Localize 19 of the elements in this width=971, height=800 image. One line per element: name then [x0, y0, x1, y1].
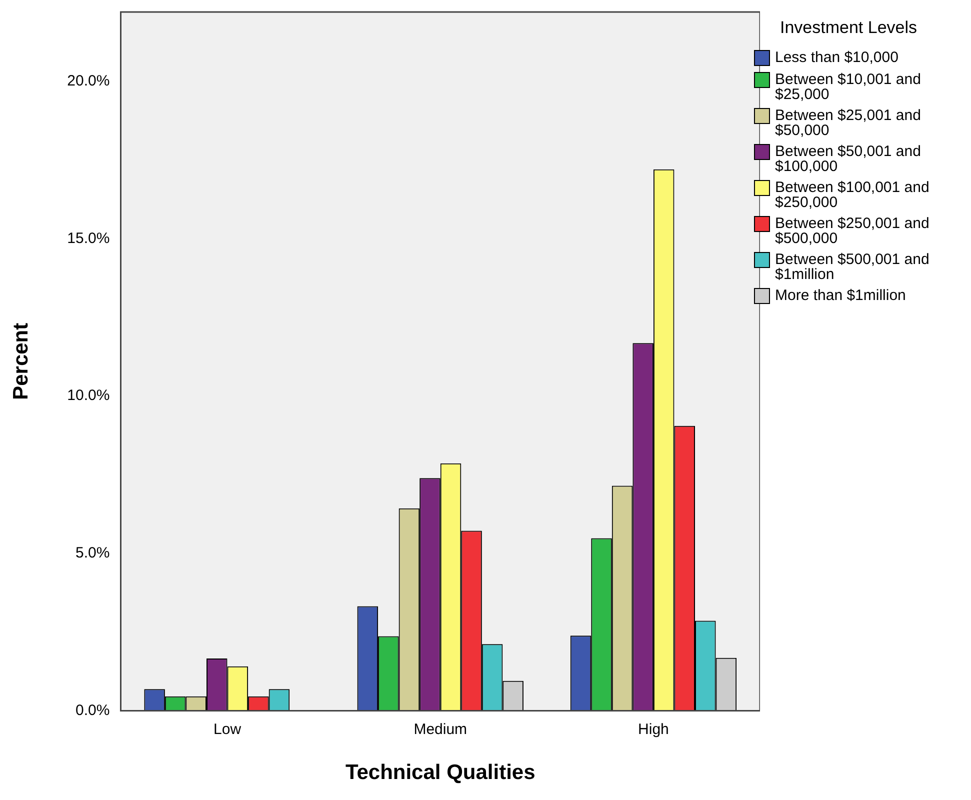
- x-tick-label: Medium: [414, 720, 468, 738]
- legend-label: Between $25,001 and $50,000: [775, 107, 922, 139]
- legend-label: More than $1million: [775, 287, 907, 304]
- y-tick-label: 10.0%: [67, 387, 110, 404]
- legend-label: Between $100,001 and $250,000: [775, 179, 930, 211]
- x-tick-label: Low: [214, 720, 242, 738]
- y-axis-title: Percent: [9, 322, 32, 400]
- legend-title: Investment Levels: [780, 18, 918, 38]
- y-tick-label: 5.0%: [76, 544, 110, 562]
- x-axis-title: Technical Qualities: [345, 761, 536, 784]
- legend-label: Between $10,001 and $25,000: [775, 71, 922, 103]
- legend-label: Between $500,001 and $1million: [775, 251, 930, 283]
- legend-label: Between $50,001 and $100,000: [775, 143, 922, 175]
- x-tick-label: High: [638, 720, 669, 738]
- legend-label: Less than $10,000: [775, 49, 900, 66]
- y-tick-label: 15.0%: [67, 230, 110, 247]
- legend-label: Between $250,001 and $500,000: [775, 215, 930, 247]
- y-tick-label: 20.0%: [67, 72, 110, 90]
- y-tick-label: 0.0%: [76, 702, 110, 719]
